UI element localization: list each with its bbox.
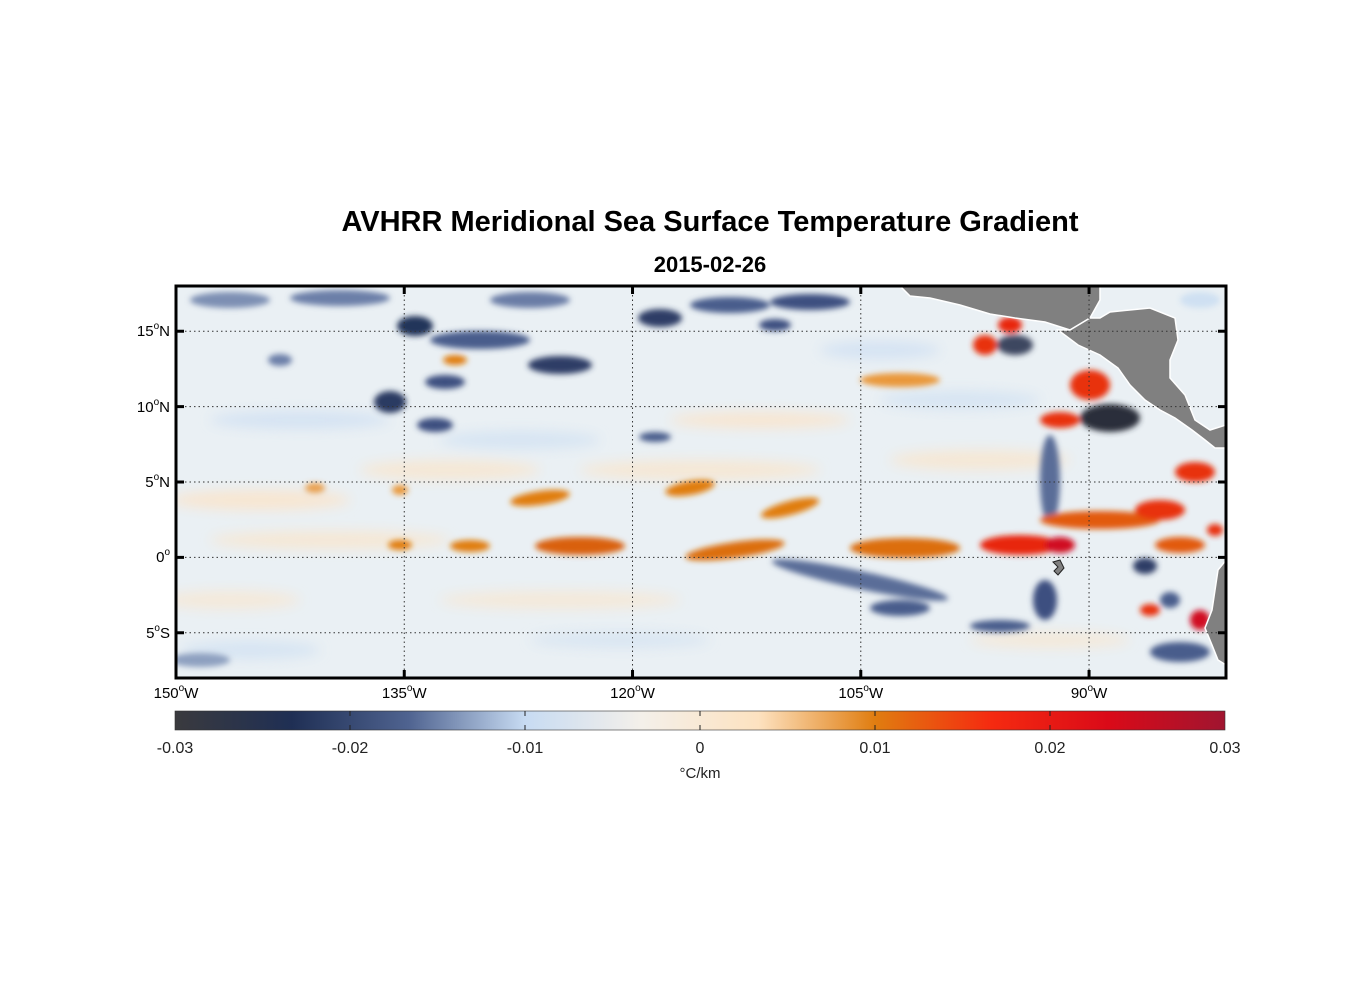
gradient-field xyxy=(176,341,1130,659)
lat-tick-label-hemisphere: S xyxy=(159,624,170,642)
lat-tick-label-degree: o xyxy=(153,396,160,408)
colorbar-ticks xyxy=(349,711,1051,730)
lon-tick-label-hemisphere: W xyxy=(1093,685,1108,702)
lon-tick-label-hemisphere: W xyxy=(868,685,884,702)
map-panel xyxy=(176,286,1226,678)
lat-tick-label-number: 5 xyxy=(145,474,154,491)
colorbar-tick-label: 0.03 xyxy=(1209,740,1241,757)
lat-tick-label: 0o xyxy=(110,547,170,567)
land-central-america xyxy=(1055,307,1226,449)
lon-tick-label-number: 120 xyxy=(610,685,636,702)
lat-tick-label-degree: o xyxy=(154,622,160,634)
gradient-features xyxy=(176,290,1223,667)
colorbar-tick-label: -0.01 xyxy=(506,740,544,757)
lat-tick-label-number: 10 xyxy=(136,398,154,416)
lon-tick-label-degree: o xyxy=(635,683,641,694)
colorbar-unit: °C/km xyxy=(679,765,721,782)
lon-tick-label-number: 90 xyxy=(1070,685,1088,702)
lat-tick-label: 10oN xyxy=(110,396,170,416)
land-south-america xyxy=(1204,558,1226,666)
lat-tick-label: 5oS xyxy=(110,622,170,642)
land xyxy=(898,286,1226,666)
lon-tick-label-number: 105 xyxy=(838,685,864,702)
land-galapagos xyxy=(1052,559,1065,576)
lon-tick-label-degree: o xyxy=(1087,683,1094,694)
lat-tick-label-hemisphere: N xyxy=(159,398,170,416)
lat-tick-label-degree: o xyxy=(164,547,170,559)
colorbar-tick-label: -0.02 xyxy=(331,740,369,757)
lon-tick-label: 90oW xyxy=(1049,683,1129,702)
map-ticks xyxy=(174,286,1226,678)
lon-tick-label-number: 150 xyxy=(153,685,179,702)
lon-tick-label-degree: o xyxy=(863,683,869,694)
lat-tick-label-hemisphere: N xyxy=(159,323,170,341)
colorbar-tick-label: 0.02 xyxy=(1034,740,1066,757)
figure-subtitle: 2015-02-26 xyxy=(653,252,767,277)
colorbar-tick-label: -0.03 xyxy=(156,740,194,757)
lat-tick-label-hemisphere: N xyxy=(159,474,170,491)
lon-tick-label-hemisphere: W xyxy=(640,685,655,702)
lon-tick-label-degree: o xyxy=(406,683,413,694)
lon-tick-label-degree: o xyxy=(178,683,185,694)
colorbar-tick-label: 0 xyxy=(695,740,705,757)
lon-tick-label: 105oW xyxy=(821,683,901,702)
lat-tick-label: 15oN xyxy=(110,321,170,341)
lat-tick-label-degree: o xyxy=(153,472,160,483)
lat-tick-label: 5oN xyxy=(110,472,170,491)
land-mexico xyxy=(898,286,1101,331)
lon-tick-label-hemisphere: W xyxy=(184,685,199,702)
lat-tick-label-number: 15 xyxy=(136,323,154,341)
lat-tick-label-number: 5 xyxy=(146,624,155,642)
lat-tick-label-number: 0 xyxy=(156,549,165,567)
lon-tick-label: 135oW xyxy=(364,683,444,702)
lat-tick-label-degree: o xyxy=(153,321,160,333)
lon-tick-label: 150oW xyxy=(136,683,216,702)
colorbar-tick-label: 0.01 xyxy=(859,740,891,757)
lon-tick-label-number: 135 xyxy=(381,685,407,702)
lon-tick-label: 120oW xyxy=(593,683,673,702)
colorbar xyxy=(174,710,1226,731)
lon-tick-label-hemisphere: W xyxy=(412,685,427,702)
figure-title: AVHRR Meridional Sea Surface Temperature… xyxy=(341,206,1079,238)
